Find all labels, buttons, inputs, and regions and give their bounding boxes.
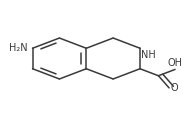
- Text: NH: NH: [141, 50, 156, 60]
- Text: H₂N: H₂N: [9, 43, 27, 53]
- Text: OH: OH: [168, 58, 183, 68]
- Text: O: O: [171, 83, 178, 93]
